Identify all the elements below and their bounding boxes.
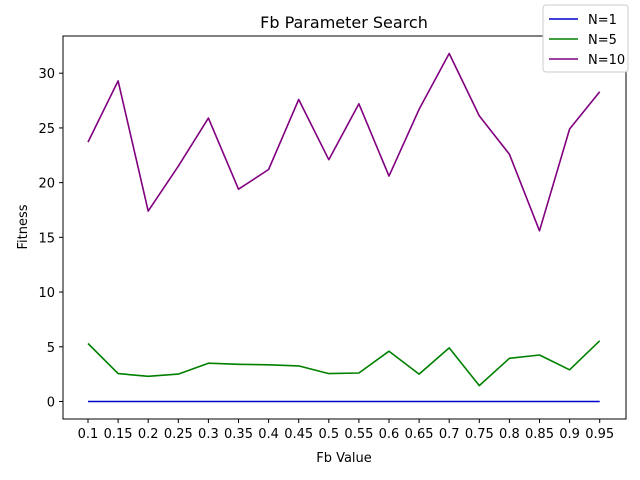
x-tick-label: 0.55 [344, 427, 373, 442]
x-tick-label: 0.8 [499, 427, 520, 442]
x-tick-label: 0.4 [258, 427, 279, 442]
y-tick-label: 30 [38, 67, 55, 82]
x-tick-label: 0.5 [318, 427, 339, 442]
x-tick-label: 0.35 [224, 427, 253, 442]
x-tick-label: 0.95 [585, 427, 614, 442]
x-tick-label: 0.75 [465, 427, 494, 442]
y-tick-label: 5 [47, 341, 55, 356]
legend: N=1 N=5 N=10 [542, 4, 629, 73]
x-tick-label: 0.65 [405, 427, 434, 442]
x-tick-label: 0.15 [104, 427, 133, 442]
series-lines [87, 52, 601, 403]
x-tick-label: 0.6 [379, 427, 400, 442]
x-tick-label: 0.3 [198, 427, 219, 442]
x-tick-label: 0.85 [525, 427, 554, 442]
y-tick-label: 20 [38, 177, 55, 192]
y-axis-label: Fitness [16, 204, 31, 249]
y-tick-label: 10 [38, 286, 55, 301]
legend-label: N=5 [588, 33, 617, 48]
y-tick-label: 0 [47, 395, 55, 410]
x-tick-label: 0.9 [559, 427, 580, 442]
y-axis-ticks: 0 5 10 15 20 25 30 [38, 67, 63, 410]
plot-area [62, 35, 627, 420]
x-tick-label: 0.45 [284, 427, 313, 442]
y-tick-label: 15 [38, 231, 55, 246]
legend-label: N=1 [588, 13, 617, 28]
x-tick-label: 0.7 [439, 427, 460, 442]
x-tick-label: 0.1 [78, 427, 99, 442]
x-tick-label: 0.2 [138, 427, 159, 442]
chart-title: Fb Parameter Search [260, 13, 428, 32]
legend-box [542, 4, 629, 73]
series-line-n5 [87, 340, 601, 387]
series-line-n10 [87, 52, 601, 232]
x-axis-label: Fb Value [316, 451, 372, 466]
x-axis-ticks: 0.1 0.15 0.2 0.25 0.3 0.35 0.4 0.45 0.5 0.55 0.6 0.… [78, 419, 614, 442]
y-tick-label: 25 [38, 122, 55, 137]
x-tick-label: 0.25 [164, 427, 193, 442]
legend-label: N=10 [588, 53, 625, 68]
